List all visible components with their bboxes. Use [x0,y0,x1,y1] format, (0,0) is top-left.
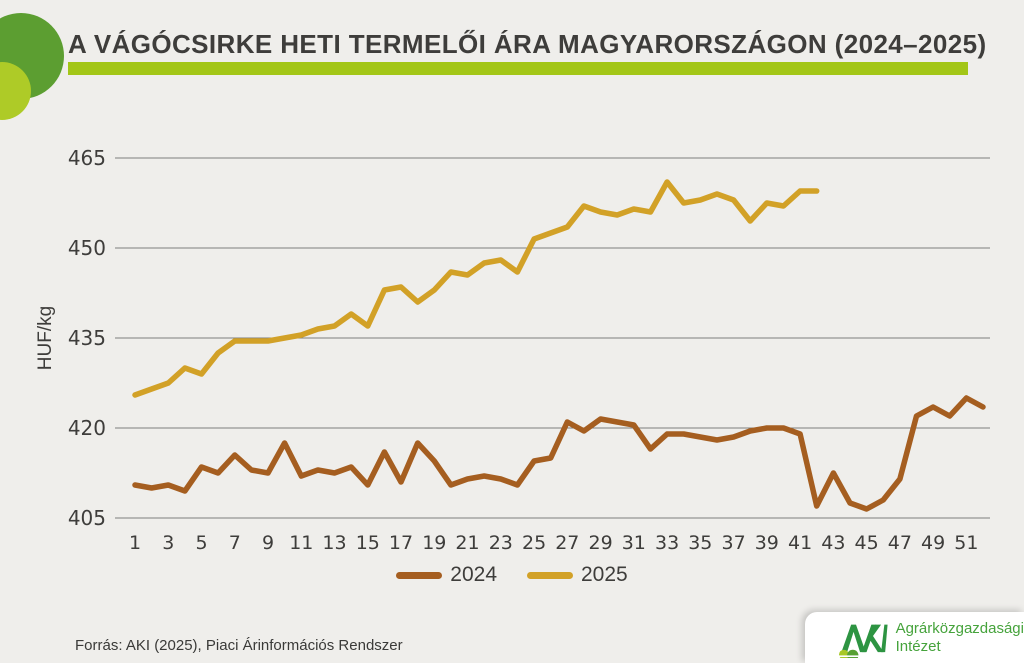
svg-text:43: 43 [821,532,845,554]
svg-text:33: 33 [655,532,679,554]
title-underline-bar [68,62,968,75]
svg-text:21: 21 [455,532,479,554]
svg-text:41: 41 [788,532,812,554]
svg-text:450: 450 [68,236,106,260]
aki-logo-card: Agrárközgazdasági Intézet [805,612,1024,663]
aki-logo-text-line2: Intézet [895,637,941,655]
svg-text:405: 405 [68,506,106,530]
svg-text:465: 465 [68,146,106,170]
source-note: Forrás: AKI (2025), Piaci Árinformációs … [75,637,403,654]
legend-swatch-2025 [527,571,573,579]
svg-text:37: 37 [722,532,746,554]
svg-text:13: 13 [322,532,346,554]
svg-text:27: 27 [555,532,579,554]
svg-text:35: 35 [688,532,712,554]
svg-text:49: 49 [921,532,945,554]
svg-text:45: 45 [855,532,879,554]
legend-item-2025: 2025 [527,563,628,587]
page-title: A VÁGÓCSIRKE HETI TERMELŐI ÁRA MAGYARORS… [68,29,987,59]
legend-item-2024: 2024 [396,563,497,587]
svg-text:3: 3 [162,532,174,554]
legend-swatch-2024 [396,571,443,579]
svg-text:29: 29 [589,532,613,554]
svg-text:47: 47 [888,532,912,554]
y-axis-label: HUF/kg [35,305,56,371]
svg-text:17: 17 [389,532,413,554]
svg-text:25: 25 [522,532,546,554]
svg-text:435: 435 [68,326,106,350]
svg-text:11: 11 [289,532,313,554]
svg-text:9: 9 [262,532,274,554]
svg-text:1: 1 [129,532,141,554]
svg-text:23: 23 [489,532,513,554]
legend-label-2024: 2024 [450,563,497,586]
svg-text:5: 5 [195,532,207,554]
svg-text:51: 51 [954,532,978,554]
svg-text:15: 15 [356,532,380,554]
aki-logo-text: Agrárközgazdasági Intézet [896,620,1024,655]
svg-text:39: 39 [755,532,779,554]
svg-text:7: 7 [229,532,241,554]
svg-text:420: 420 [68,416,106,440]
legend: 2024 2025 [0,563,1024,587]
legend-label-2025: 2025 [581,563,628,586]
svg-text:19: 19 [422,532,446,554]
aki-logo-mark [839,624,888,658]
svg-text:31: 31 [622,532,646,554]
aki-logo-text-line1: Agrárközgazdasági [895,620,1024,638]
